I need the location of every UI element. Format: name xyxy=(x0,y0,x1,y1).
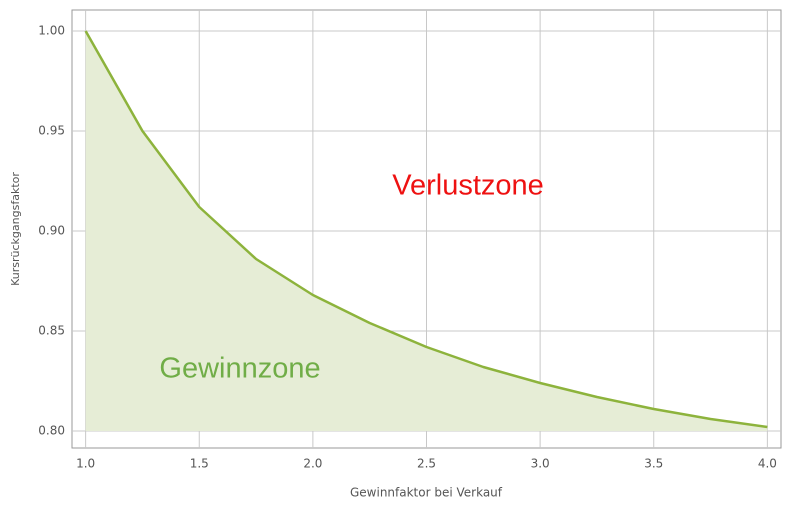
y-tick-label: 0.85 xyxy=(38,324,65,338)
x-tick-label: 2.5 xyxy=(417,457,436,471)
y-axis-label: Kursrückgangsfaktor xyxy=(9,172,22,286)
annotation: Verlustzone xyxy=(392,170,544,202)
y-tick-label: 0.80 xyxy=(38,424,65,438)
x-tick-label: 1.5 xyxy=(190,457,209,471)
annotation: Gewinnzone xyxy=(159,353,320,385)
x-tick-label: 1.0 xyxy=(76,457,95,471)
y-tick-label: 0.90 xyxy=(38,224,65,238)
x-tick-label: 3.5 xyxy=(644,457,663,471)
x-tick-label: 3.0 xyxy=(531,457,550,471)
area-fill xyxy=(85,31,768,431)
x-tick-label: 2.0 xyxy=(303,457,322,471)
y-tick-label: 0.95 xyxy=(38,124,65,138)
x-axis-label: Gewinnfaktor bei Verkauf xyxy=(350,486,503,500)
line xyxy=(84,30,768,429)
y-tick-label: 1.00 xyxy=(38,24,65,38)
x-tick-label: 4.0 xyxy=(758,457,777,471)
